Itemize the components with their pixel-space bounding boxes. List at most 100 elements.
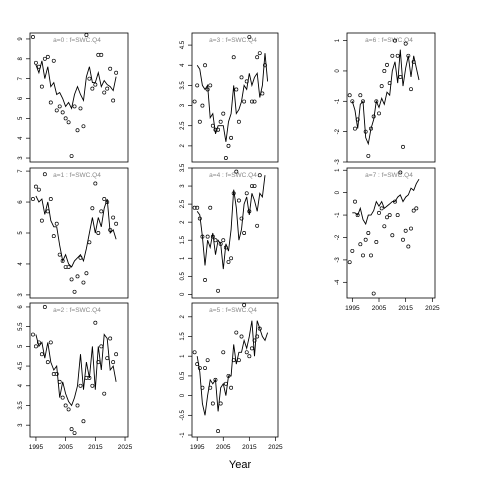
data-point — [105, 86, 110, 91]
y-tick-label: 0.5 — [180, 371, 186, 380]
y-tick-label: -1 — [335, 212, 341, 218]
panel-title: a=5 : f=SWC.Q4 — [209, 307, 257, 314]
y-tick-label: 6 — [18, 305, 24, 309]
data-point — [252, 338, 257, 343]
data-point — [247, 354, 252, 359]
x-tick-label: 2015 — [242, 444, 257, 451]
data-point — [87, 240, 92, 245]
data-point — [90, 383, 95, 388]
y-tick-label: 5 — [18, 231, 24, 235]
data-point — [192, 205, 197, 210]
data-point — [69, 154, 74, 158]
data-point — [395, 53, 400, 58]
data-point — [350, 248, 355, 253]
y-tick-label: 7 — [18, 76, 24, 80]
data-point — [255, 55, 260, 60]
data-point — [255, 223, 260, 228]
data-point — [361, 253, 365, 258]
data-point — [229, 135, 234, 140]
data-point — [347, 93, 352, 98]
data-point — [242, 303, 247, 307]
x-tick-label: 2015 — [398, 305, 413, 312]
data-point — [84, 271, 89, 276]
y-tick-label: 5.5 — [18, 322, 24, 331]
data-point — [244, 79, 249, 84]
data-point — [379, 206, 384, 211]
data-point — [48, 340, 53, 345]
panel-7: -4 -3 -2 -1 0 1 1995 2005 2015 2025 a=7 : f=SWC.Q4 — [335, 167, 440, 312]
data-point — [192, 99, 197, 104]
x-tick-label: 2005 — [372, 305, 387, 312]
y-tick-label: 9 — [18, 37, 24, 41]
data-point — [96, 360, 101, 365]
data-point — [99, 209, 104, 214]
data-point — [221, 238, 226, 243]
panel-frame — [346, 167, 436, 299]
data-point — [371, 291, 376, 296]
y-tick-label: 2 — [180, 144, 186, 148]
data-point — [33, 344, 38, 349]
data-point — [197, 366, 202, 370]
data-point — [87, 76, 92, 81]
data-point — [244, 350, 249, 355]
y-tick-label: 3.5 — [180, 163, 186, 172]
y-tick-label: 0 — [335, 190, 341, 194]
data-point — [195, 205, 200, 210]
data-point — [406, 244, 411, 249]
y-tick-label: -1 — [180, 432, 186, 438]
panel-3: 2 2.5 3 3.5 4 4.5 a=3 : f=SWC.Q4 — [180, 32, 279, 163]
data-point — [382, 68, 387, 73]
data-point — [358, 93, 363, 98]
data-point — [355, 117, 360, 122]
panel-frame — [191, 302, 279, 438]
data-point — [96, 231, 101, 235]
data-point — [355, 213, 360, 218]
data-point — [75, 128, 80, 133]
data-point — [239, 75, 244, 80]
data-point — [213, 238, 218, 243]
data-point — [387, 213, 392, 218]
data-point — [353, 199, 357, 204]
data-point — [366, 231, 371, 235]
data-point — [257, 326, 262, 331]
data-point — [87, 375, 92, 380]
data-point — [105, 356, 110, 361]
panel-title: a=3 : f=SWC.Q4 — [209, 37, 257, 44]
data-point — [78, 255, 83, 260]
data-point — [192, 350, 197, 355]
data-point — [247, 35, 252, 39]
y-tick-label: 3 — [18, 423, 24, 427]
x-tick-label: 2025 — [118, 444, 133, 451]
data-point — [200, 103, 205, 108]
fit-line — [351, 49, 420, 146]
panel-1: 3 4 5 6 7 a=1 : f=SWC.Q4 — [18, 167, 129, 299]
y-tick-label: 1 — [180, 256, 186, 260]
data-point — [226, 259, 231, 264]
data-point — [45, 360, 50, 365]
data-point — [54, 108, 59, 113]
data-point — [90, 206, 95, 211]
data-point — [210, 401, 215, 406]
y-tick-label: 2 — [180, 220, 186, 224]
data-point — [236, 198, 241, 203]
data-point — [195, 362, 200, 367]
data-point — [223, 381, 228, 386]
data-point — [114, 352, 119, 357]
data-point — [231, 55, 236, 60]
data-point — [395, 213, 400, 218]
data-point — [260, 91, 265, 96]
data-point — [45, 54, 50, 59]
y-tick-label: 0 — [335, 69, 341, 73]
data-point — [114, 221, 119, 226]
data-point — [377, 111, 381, 116]
data-point — [252, 99, 257, 104]
panel-4: 0 0.5 1 1.5 2 2.5 3 3.5 a=4 : f=SWC.Q4 — [180, 163, 279, 299]
data-point — [255, 334, 260, 339]
data-point — [54, 221, 59, 226]
data-point — [108, 227, 113, 232]
data-point — [223, 156, 228, 160]
data-point — [90, 86, 95, 91]
data-point — [249, 184, 254, 189]
data-point — [42, 172, 47, 177]
data-point — [57, 379, 62, 384]
